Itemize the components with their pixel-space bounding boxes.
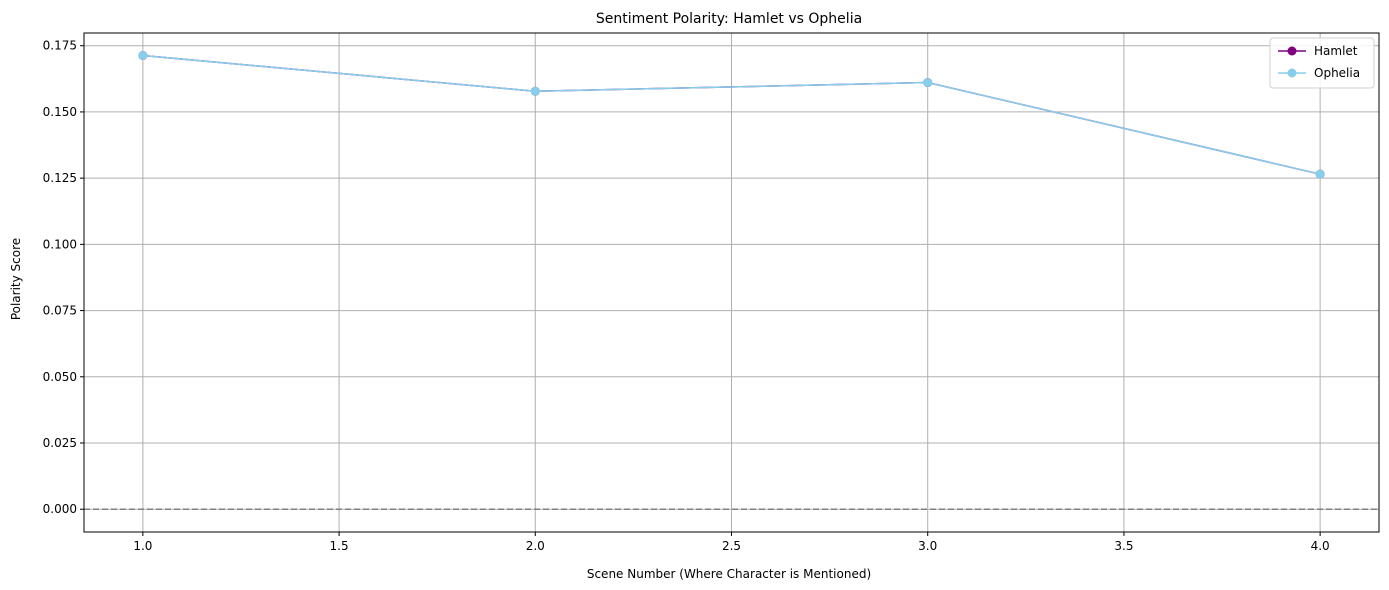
y-axis-ticks: 0.000 0.025 0.050 0.075 0.100 0.125 0.150 0.175 — [43, 39, 84, 516]
legend-marker-ophelia — [1287, 68, 1297, 78]
series-layer — [138, 51, 1325, 179]
y-tick-label: 0.025 — [43, 436, 77, 450]
data-point-ophelia — [923, 78, 933, 88]
chart-title: Sentiment Polarity: Hamlet vs Ophelia — [596, 11, 862, 27]
data-point-ophelia — [138, 51, 148, 61]
x-tick-label: 2.0 — [526, 539, 545, 553]
y-tick-label: 0.125 — [43, 171, 77, 185]
series-line-ophelia — [142, 54, 1321, 175]
y-tick-label: 0.075 — [43, 304, 77, 318]
y-tick-label: 0.150 — [43, 105, 77, 119]
data-point-ophelia — [530, 86, 540, 96]
legend-label-hamlet: Hamlet — [1314, 44, 1358, 58]
legend: Hamlet Ophelia — [1269, 37, 1375, 89]
legend-label-ophelia: Ophelia — [1314, 66, 1360, 80]
legend-entry-ophelia: Ophelia — [1278, 66, 1360, 80]
y-tick-label: 0.175 — [43, 39, 77, 53]
x-tick-label: 3.0 — [918, 539, 937, 553]
legend-marker-hamlet — [1287, 46, 1297, 56]
x-tick-label: 4.0 — [1311, 539, 1330, 553]
y-axis-label: Polarity Score — [9, 238, 23, 320]
series-ophelia — [138, 51, 1325, 179]
y-tick-label: 0.000 — [43, 502, 77, 516]
x-tick-label: 1.0 — [133, 539, 152, 553]
x-tick-label: 2.5 — [722, 539, 741, 553]
x-axis-ticks: 1.0 1.5 2.0 2.5 3.0 3.5 4.0 — [133, 532, 1330, 553]
legend-entry-hamlet: Hamlet — [1278, 44, 1358, 58]
grid-layer — [84, 33, 1379, 532]
plot-area: 1.0 1.5 2.0 2.5 3.0 3.5 4.0 0.0000.0250.0500.0… — [43, 32, 1380, 553]
x-tick-label: 3.5 — [1114, 539, 1133, 553]
y-tick-label: 0.050 — [43, 370, 77, 384]
y-tick-label: 0.100 — [43, 237, 77, 251]
data-point-ophelia — [1315, 169, 1325, 179]
x-axis-label: Scene Number (Where Character is Mention… — [587, 567, 871, 581]
x-tick-label: 1.5 — [330, 539, 349, 553]
